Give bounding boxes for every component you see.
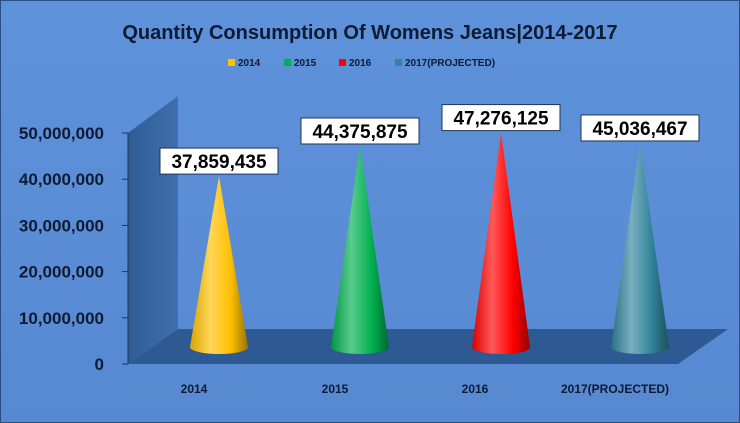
data-label-text: 45,036,467 [592, 119, 687, 140]
y-tick-label: 20,000,000 [19, 263, 104, 282]
y-tick-label: 10,000,000 [19, 309, 104, 328]
x-tick-label: 2016 [462, 382, 489, 396]
y-tick-label: 30,000,000 [19, 216, 104, 235]
y-axis: 0 10,000,000 20,000,000 30,000,000 40,000,00… [19, 124, 129, 374]
data-label-text: 47,276,125 [453, 109, 549, 130]
y-tick-label: 0 [95, 355, 104, 374]
legend: 2014 2015 2016 2017(PROJECTED) [228, 58, 495, 69]
legend-label: 2016 [349, 58, 372, 69]
x-tick-label: 2014 [181, 382, 208, 396]
legend-label: 2017(PROJECTED) [405, 58, 495, 69]
data-label-text: 44,375,875 [312, 122, 408, 143]
data-labels: 37,859,435 44,375,875 47,276,125 45,036,467 [159, 104, 700, 175]
legend-swatch [228, 59, 235, 66]
y-tick-label: 40,000,000 [19, 170, 104, 189]
cone-bar [472, 132, 530, 354]
cone-bar [331, 145, 389, 354]
cone-bar [190, 176, 248, 354]
cones [190, 132, 669, 354]
data-label-text: 37,859,435 [171, 152, 267, 173]
x-axis: 2014 2015 2016 2017(PROJECTED) [181, 382, 669, 396]
legend-swatch [284, 59, 291, 66]
legend-label: 2015 [294, 58, 317, 69]
legend-label: 2014 [238, 58, 261, 69]
floor [128, 329, 728, 364]
data-label: 44,375,875 [300, 117, 420, 145]
x-tick-label: 2015 [322, 382, 349, 396]
chart-title: Quantity Consumption Of Womens Jeans|201… [122, 22, 617, 44]
y-tick-label: 50,000,000 [19, 124, 104, 143]
cone-bar [611, 142, 669, 354]
data-label: 37,859,435 [159, 147, 279, 175]
x-tick-label: 2017(PROJECTED) [561, 382, 669, 396]
legend-swatch [395, 59, 402, 66]
data-label: 45,036,467 [580, 114, 700, 142]
legend-swatch [339, 59, 346, 66]
side-wall [128, 96, 178, 364]
data-label: 47,276,125 [441, 104, 561, 132]
